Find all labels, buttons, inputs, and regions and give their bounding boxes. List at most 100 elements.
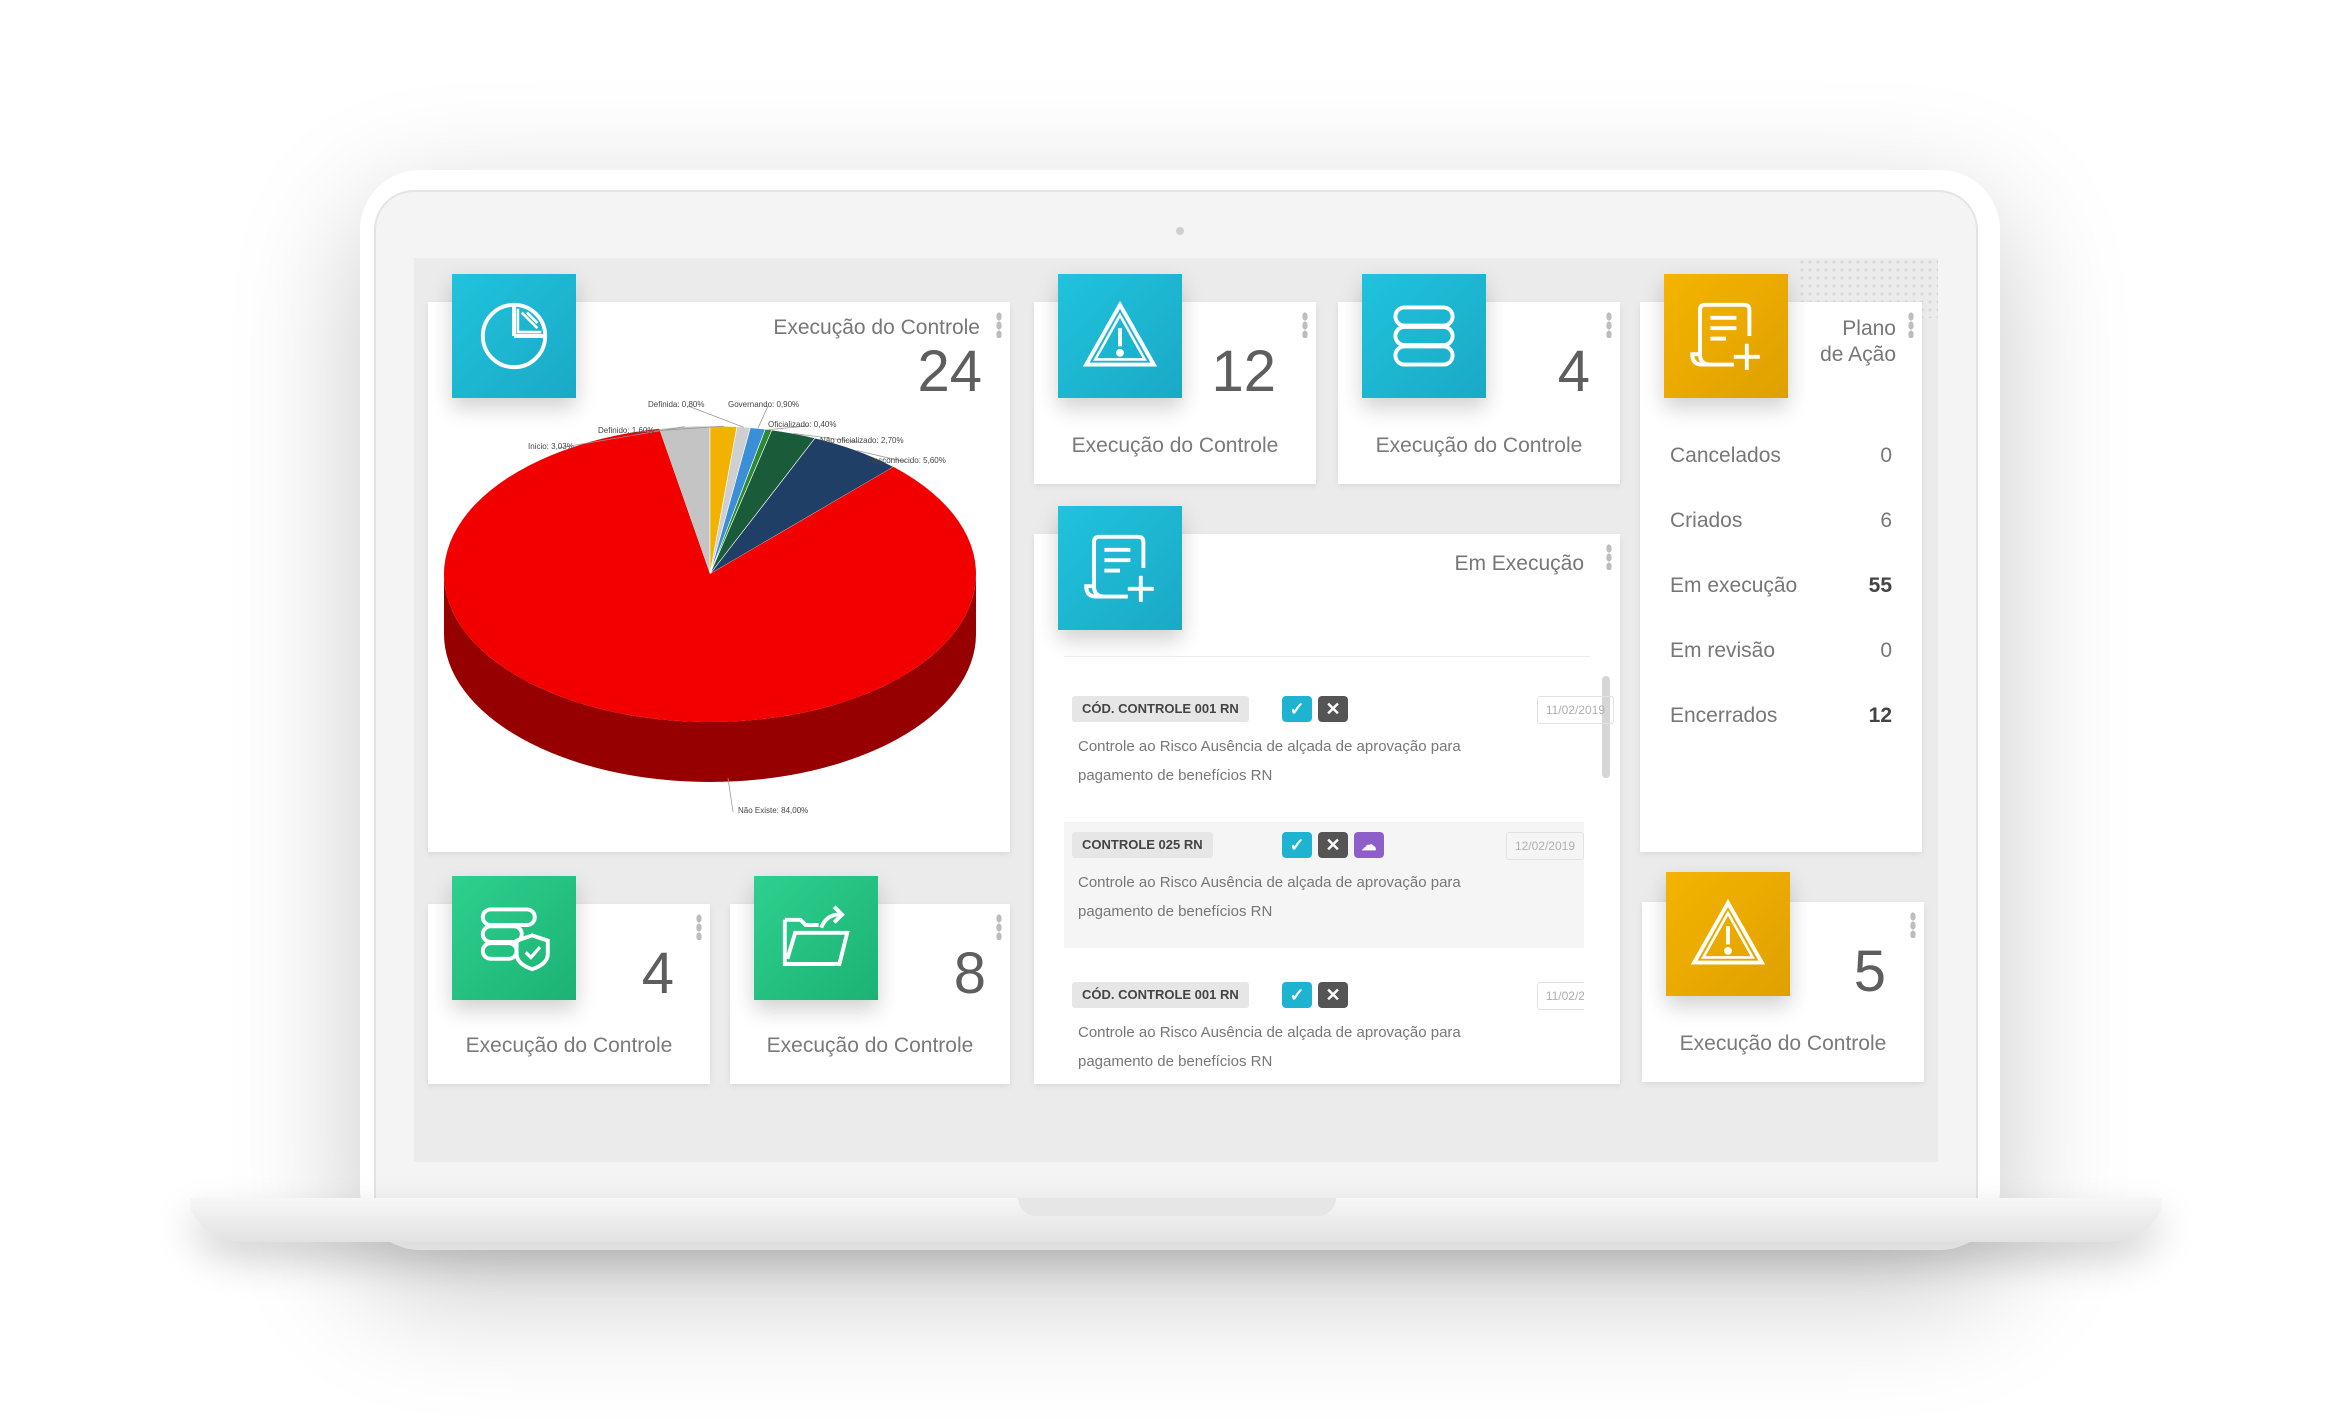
folder-tile (754, 876, 878, 1000)
dashboard-screen: Execução do Controle 24 12 Execução do C… (414, 258, 1938, 1162)
approve-button[interactable]: ✓ (1282, 832, 1312, 858)
stat-label: Cancelados (1670, 444, 1781, 467)
pie-leader-line (768, 425, 809, 431)
stat-label: Criados (1670, 509, 1743, 532)
pie-slice-label: Não Existe: 84,00% (738, 806, 809, 815)
pie-labels: Inicio: 3,03% Definido: 1,60% Definida: … (428, 392, 1010, 852)
reject-button[interactable]: ✕ (1318, 982, 1348, 1008)
list-item[interactable]: CÓD. CONTROLE 001 RN ✓ ✕ 11/02/2019 Cont… (1064, 976, 1584, 1076)
database-tile (1362, 274, 1486, 398)
pie-leader-line (687, 405, 744, 428)
item-date: 11/02/2019 (1536, 696, 1614, 724)
kpi-value: 4 (1557, 339, 1590, 404)
title-line-1: Plano (1842, 317, 1896, 340)
folder-export-icon (782, 905, 850, 966)
kpi-label: Execução do Controle (465, 1034, 673, 1057)
control-code: CÓD. CONTROLE 001 RN (1072, 982, 1249, 1008)
stat-row[interactable]: Em execução 55 (1640, 574, 1922, 614)
card-title: Em Execução (1454, 552, 1584, 575)
kpi-value: 8 (953, 941, 986, 1006)
database-shield-icon (480, 907, 550, 972)
em-execucao-tile (1058, 506, 1182, 630)
pie-chart-card: Execução do Controle 24 (428, 302, 1010, 852)
more-options-icon[interactable] (996, 312, 1002, 338)
camera-dot (1176, 227, 1184, 235)
pie-slice[interactable] (709, 437, 895, 575)
pie-slice-label: Governando: 0,90% (728, 400, 800, 409)
pie-leader-line (727, 777, 734, 813)
card-value: 24 (917, 339, 982, 404)
database-icon (1393, 305, 1455, 367)
warning-tile (1666, 872, 1790, 996)
pie-chart-tile (452, 274, 576, 398)
more-options-icon[interactable] (1606, 544, 1612, 570)
pie-chart (444, 405, 976, 813)
laptop-notch (1018, 1198, 1336, 1216)
pie-slice[interactable] (444, 428, 976, 722)
document-add-icon (1084, 534, 1154, 602)
kpi-label: Execução do Controle (1375, 434, 1583, 457)
more-options-icon[interactable] (696, 914, 702, 940)
item-description: Controle ao Risco Ausência de alçada de … (1078, 874, 1461, 920)
control-code: CÓD. CONTROLE 001 RN (1072, 696, 1249, 722)
kpi-value: 5 (1853, 939, 1886, 1004)
pie-slice-label: Não oficializado: 2,70% (820, 436, 904, 445)
pie-leader-line (856, 450, 907, 463)
item-description: Controle ao Risco Ausência de alçada de … (1078, 738, 1461, 784)
pie-leader-line (637, 425, 724, 433)
card-title: Plano de Ação (1820, 316, 1896, 368)
stat-value: 6 (1880, 509, 1892, 532)
document-add-icon (1690, 302, 1760, 370)
stat-row[interactable]: Criados 6 (1640, 509, 1922, 549)
list-item[interactable]: CÓD. CONTROLE 001 RN ✓ ✕ 11/02/2019 Cont… (1064, 686, 1614, 802)
approve-button[interactable]: ✓ (1282, 982, 1312, 1008)
scrollbar[interactable] (1602, 676, 1610, 778)
pie-leader-line (793, 433, 859, 443)
pie-slice-label: Desconhecido: 5,60% (868, 456, 946, 465)
stat-label: Em revisão (1670, 639, 1776, 662)
em-execucao-card: Em Execução CÓD. CONTROLE 001 RN ✓ ✕ 11/… (1034, 534, 1620, 1084)
pie-slice-side (444, 574, 976, 782)
kpi-label: Execução do Controle (1679, 1032, 1887, 1055)
more-options-icon[interactable] (1910, 912, 1916, 938)
cloud-icon[interactable]: ☁ (1354, 832, 1384, 858)
pie-slice-label: Definido: 1,60% (598, 426, 655, 435)
stat-label: Encerrados (1670, 704, 1778, 727)
item-date: 12/02/2019 (1505, 832, 1584, 860)
pie-leader-line (757, 405, 769, 429)
stat-row[interactable]: Cancelados 0 (1640, 444, 1922, 484)
stat-row[interactable]: Em revisão 0 (1640, 639, 1922, 679)
more-options-icon[interactable] (1908, 312, 1914, 338)
approve-button[interactable]: ✓ (1282, 696, 1312, 722)
kpi-label: Execução do Controle (766, 1034, 974, 1057)
stat-value: 0 (1880, 444, 1892, 467)
list-item[interactable]: CONTROLE 025 RN ✓ ✕ ☁ 12/02/2019 Control… (1064, 822, 1584, 948)
item-date: 11/02/2019 (1536, 982, 1584, 1010)
plano-tile (1664, 274, 1788, 398)
reject-button[interactable]: ✕ (1318, 832, 1348, 858)
warning-icon (1690, 898, 1766, 965)
header-divider (1064, 656, 1590, 657)
pie-slice-label: Inicio: 3,03% (528, 442, 574, 451)
kpi-label: Execução do Controle (1071, 434, 1279, 457)
more-options-icon[interactable] (996, 914, 1002, 940)
stat-value: 0 (1880, 639, 1892, 662)
more-options-icon[interactable] (1606, 312, 1612, 338)
pie-slice-label: Oficializado: 0,40% (768, 420, 837, 429)
alert-tile (1058, 274, 1182, 398)
pie-slice-label: Definida: 0,80% (648, 400, 705, 409)
control-code: CONTROLE 025 RN (1072, 832, 1213, 858)
card-title: Execução do Controle (773, 316, 980, 339)
database-shield-tile (452, 876, 576, 1000)
stat-value: 55 (1868, 574, 1892, 597)
more-options-icon[interactable] (1302, 312, 1308, 338)
stat-row[interactable]: Encerrados 12 (1640, 704, 1922, 744)
warning-icon (1082, 300, 1158, 367)
stat-label: Em execução (1670, 574, 1798, 597)
kpi-value: 12 (1211, 339, 1276, 404)
stat-value: 12 (1868, 704, 1892, 727)
title-line-2: de Ação (1820, 343, 1896, 366)
kpi-value: 4 (641, 941, 674, 1006)
reject-button[interactable]: ✕ (1318, 696, 1348, 722)
pie-chart-icon (480, 302, 548, 370)
